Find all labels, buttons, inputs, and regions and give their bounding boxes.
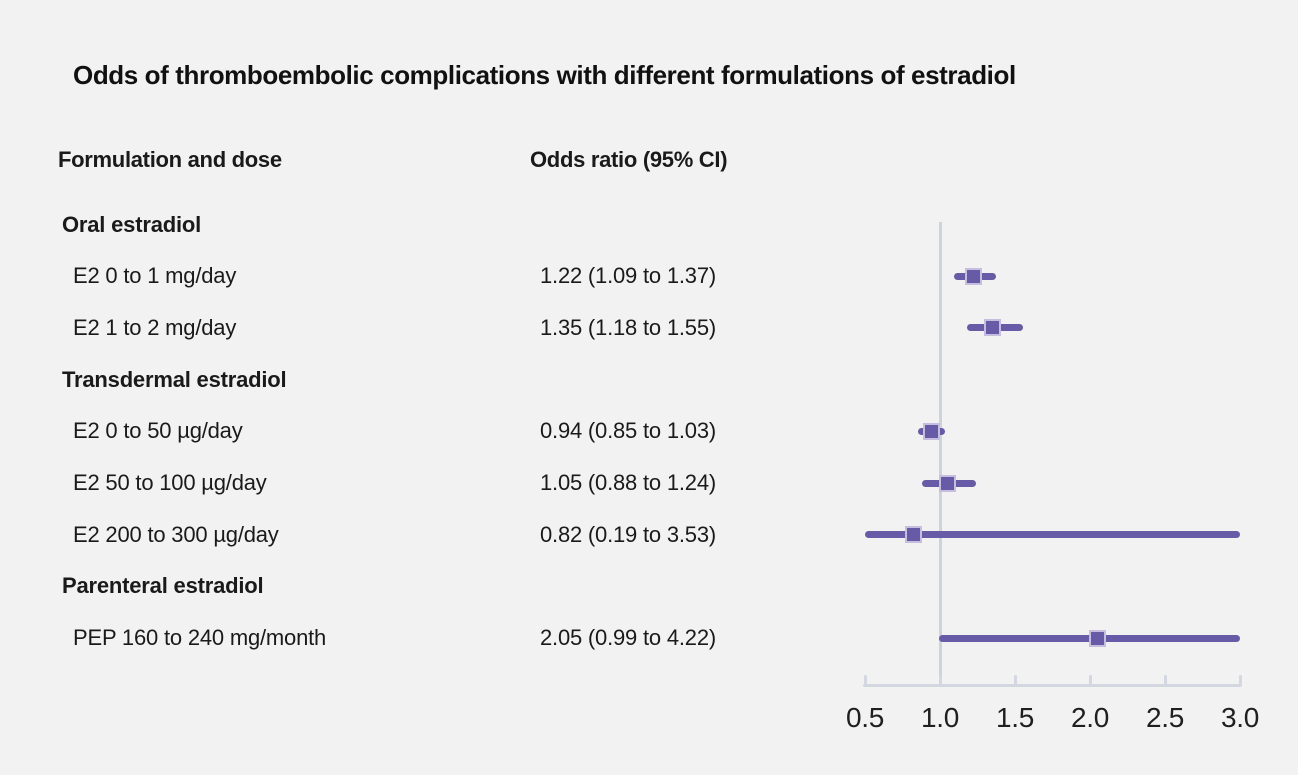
row-label: E2 0 to 1 mg/day bbox=[73, 263, 237, 289]
x-axis-tick-label: 1.5 bbox=[995, 702, 1035, 733]
odds-ratio-marker bbox=[904, 526, 922, 544]
confidence-interval-line bbox=[865, 531, 1240, 539]
section-label: Parenteral estradiol bbox=[62, 573, 264, 599]
row-label: E2 200 to 300 µg/day bbox=[73, 521, 279, 547]
odds-ratio-marker bbox=[939, 474, 956, 492]
row-odds-ratio-value: 1.22 (1.09 to 1.37) bbox=[540, 263, 716, 289]
odds-ratio-marker bbox=[922, 422, 940, 440]
row-label: E2 0 to 50 µg/day bbox=[73, 418, 243, 444]
x-axis-tick-label: 2.5 bbox=[1145, 702, 1185, 733]
x-axis-tick bbox=[1163, 675, 1167, 685]
row-odds-ratio-value: 1.35 (1.18 to 1.55) bbox=[540, 314, 716, 340]
reference-line-or-1 bbox=[938, 222, 942, 687]
x-axis-tick-label: 0.5 bbox=[845, 702, 885, 733]
x-axis-tick bbox=[1088, 675, 1092, 685]
x-axis-line bbox=[863, 684, 1242, 687]
row-odds-ratio-value: 0.82 (0.19 to 3.53) bbox=[540, 521, 716, 547]
x-axis-tick-label: 2.0 bbox=[1070, 702, 1110, 733]
row-odds-ratio-value: 0.94 (0.85 to 1.03) bbox=[540, 418, 716, 444]
section-label: Oral estradiol bbox=[62, 211, 202, 237]
section-label: Transdermal estradiol bbox=[62, 366, 287, 392]
x-axis-tick bbox=[1238, 675, 1242, 685]
row-label: PEP 160 to 240 mg/month bbox=[73, 625, 327, 651]
odds-ratio-marker bbox=[1089, 629, 1106, 647]
row-label: E2 1 to 2 mg/day bbox=[73, 314, 237, 340]
odds-ratio-marker bbox=[984, 319, 1001, 337]
x-axis-tick bbox=[863, 675, 867, 685]
row-odds-ratio-value: 1.05 (0.88 to 1.24) bbox=[540, 470, 716, 495]
x-axis-tick bbox=[1013, 675, 1017, 685]
x-axis-tick bbox=[938, 675, 942, 685]
x-axis-tick-label: 3.0 bbox=[1220, 702, 1260, 733]
row-label: E2 50 to 100 µg/day bbox=[73, 470, 267, 495]
column-header-odds-ratio: Odds ratio (95% CI) bbox=[530, 147, 728, 172]
row-odds-ratio-value: 2.05 (0.99 to 4.22) bbox=[540, 625, 716, 651]
odds-ratio-marker bbox=[964, 267, 982, 285]
x-axis-tick-label: 1.0 bbox=[920, 702, 960, 733]
chart-title: Odds of thromboembolic complications wit… bbox=[73, 60, 1016, 90]
column-header-formulation: Formulation and dose bbox=[58, 147, 282, 172]
